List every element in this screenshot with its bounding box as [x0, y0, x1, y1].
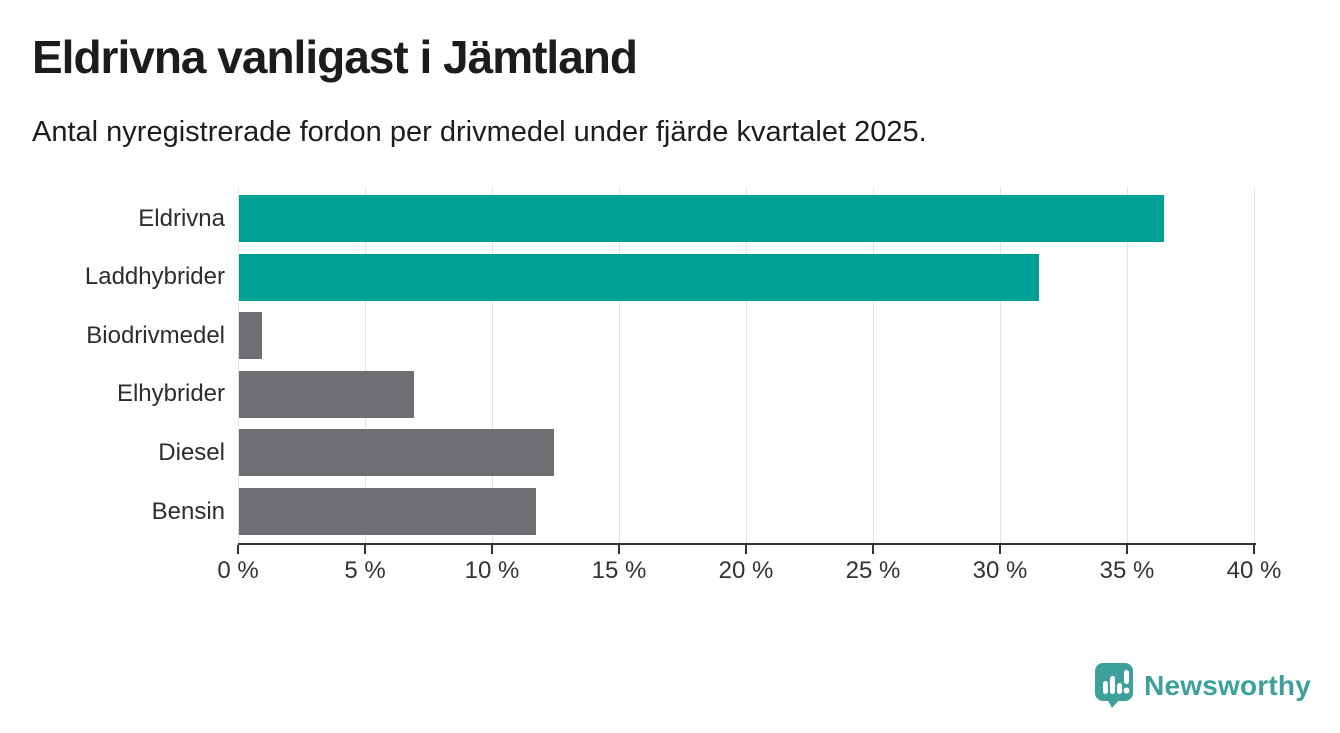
category-label: Biodrivmedel — [86, 321, 225, 349]
gridline — [619, 188, 620, 543]
axis-tick-label: 25 % — [845, 557, 901, 584]
gridline — [365, 188, 366, 543]
axis-tick — [491, 545, 493, 554]
gridline — [746, 188, 747, 543]
bar-diesel — [239, 429, 554, 477]
brand-name: Newsworthy — [1144, 669, 1311, 701]
gridline — [492, 188, 493, 543]
axis-tick-label: 20 % — [718, 557, 774, 584]
x-axis-line — [238, 543, 1256, 545]
category-label: Elhybrider — [116, 380, 225, 408]
brand-footer: Newsworthy — [1094, 662, 1311, 709]
axis-tick — [364, 545, 366, 554]
bar-bensin — [239, 488, 537, 535]
axis-tick-label: 40 % — [1226, 557, 1282, 584]
bar-biodrivmedel — [239, 312, 262, 360]
category-label: Eldrivna — [138, 204, 225, 232]
chart-subtitle: Antal nyregistrerade fordon per drivmede… — [32, 116, 927, 148]
axis-tick-label: 10 % — [464, 557, 520, 584]
newsworthy-logo-icon — [1095, 663, 1134, 708]
bar-laddhybrider — [239, 253, 1040, 301]
bar-elhybrider — [239, 370, 415, 418]
axis-tick — [618, 545, 620, 554]
axis-tick-label: 5 % — [344, 557, 386, 584]
axis-tick-label: 15 % — [591, 557, 647, 584]
axis-tick-label: 30 % — [972, 557, 1028, 584]
category-label: Laddhybrider — [84, 263, 225, 291]
chart-title: Eldrivna vanligast i Jämtland — [32, 31, 638, 83]
axis-tick — [237, 545, 239, 554]
gridline — [1254, 188, 1255, 543]
axis-tick-label: 35 % — [1099, 557, 1155, 584]
axis-tick — [999, 545, 1001, 554]
gridline — [873, 188, 874, 543]
axis-tick — [745, 545, 747, 554]
category-label: Bensin — [151, 497, 225, 525]
axis-tick — [872, 545, 874, 554]
axis-tick — [1253, 545, 1255, 554]
axis-tick-label: 0 % — [217, 557, 259, 584]
axis-tick — [1126, 545, 1128, 554]
bar-eldrivna — [239, 195, 1164, 242]
gridline — [1000, 188, 1001, 543]
gridline — [1127, 188, 1128, 543]
gridline — [238, 188, 239, 543]
category-label: Diesel — [158, 438, 225, 466]
